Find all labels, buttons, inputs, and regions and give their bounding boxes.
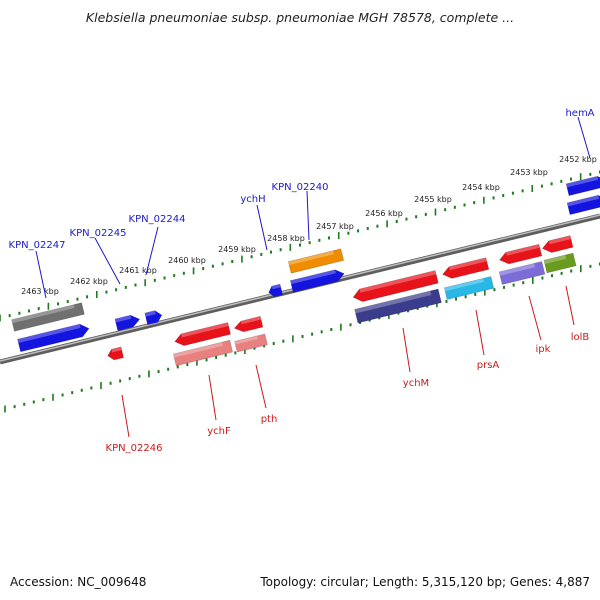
gene-arrow: [352, 270, 439, 302]
gene-arrow: [442, 257, 490, 279]
leader-line: [306, 190, 310, 241]
leader-line: [145, 226, 159, 276]
gene-label-ychf: ychF: [207, 426, 231, 437]
gene-arrow: [11, 302, 85, 332]
leader-line: [475, 309, 485, 356]
gene-label-kpn_02247: KPN_02247: [9, 240, 66, 251]
gene-label-pth: pth: [261, 414, 278, 425]
gene-arrow: [443, 276, 495, 300]
leader-line: [577, 116, 591, 159]
gene-arrow-highlight: [354, 290, 432, 314]
gene-arrow: [565, 175, 600, 196]
leader-line: [35, 250, 47, 299]
leader-line: [565, 285, 575, 326]
leader-line: [94, 237, 121, 285]
gene-arrow: [499, 243, 543, 265]
scale-label: 2463 kbp: [21, 287, 59, 296]
scale-label: 2460 kbp: [168, 256, 206, 265]
gene-arrow-highlight: [11, 304, 75, 324]
gene-arrow-highlight: [181, 322, 229, 338]
gene-arrow-highlight: [271, 284, 281, 290]
leader-line: [208, 374, 217, 421]
map-title: Klebsiella pneumoniae subsp. pneumoniae …: [85, 10, 515, 25]
scale-label: 2455 kbp: [414, 195, 452, 204]
lower-scale-ticks: [4, 262, 600, 413]
gene-arrow-highlight: [290, 269, 336, 285]
gene-arrow: [287, 248, 345, 274]
gene-arrow: [144, 310, 163, 326]
gene-arrow: [233, 315, 264, 333]
gene-arrow: [114, 314, 141, 332]
gene-arrow-highlight: [234, 335, 258, 345]
scale-labels: 2452 kbp 2453 kbp 2454 kbp 2455 kbp 2456 kbp…: [21, 155, 597, 296]
gene-arrow-highlight: [114, 315, 132, 323]
gene-label-ipk: ipk: [536, 344, 551, 355]
gene-features: [11, 175, 600, 367]
scale-label: 2462 kbp: [70, 277, 108, 286]
gene-arrow: [107, 346, 124, 361]
gene-arrow-highlight: [359, 270, 437, 293]
gene-label-kpn_02246: KPN_02246: [106, 443, 163, 454]
gene-arrow: [17, 323, 90, 353]
label-leader-lines: [35, 116, 591, 438]
accession-text: Accession: NC_009648: [10, 575, 147, 589]
gene-arrow: [543, 252, 577, 274]
gene-label-ychh: ychH: [240, 194, 265, 205]
gene-arrow-highlight: [567, 195, 600, 207]
gene-label-ychm: ychM: [403, 378, 429, 389]
gene-arrow-highlight: [444, 278, 484, 292]
gene-arrow: [173, 339, 233, 367]
gene-arrow: [354, 288, 442, 324]
gene-arrow-highlight: [543, 255, 567, 264]
genome-summary-text: Topology: circular; Length: 5,315,120 bp…: [260, 575, 590, 589]
gene-label-kpn_02245: KPN_02245: [70, 228, 127, 239]
gene-arrow: [234, 333, 268, 353]
gene-label-hema: hemA: [565, 108, 594, 119]
scale-label: 2452 kbp: [559, 155, 597, 164]
gene-label-prsa: prsA: [477, 360, 500, 371]
gene-arrow-highlight: [111, 346, 122, 353]
gene-arrow-highlight: [144, 310, 156, 317]
gene-arrow: [541, 235, 574, 253]
leader-line: [402, 327, 411, 373]
gene-arrow: [174, 322, 231, 346]
gene-arrow-highlight: [240, 316, 262, 325]
gene-arrow-highlight: [499, 263, 535, 276]
scale-label: 2456 kbp: [365, 209, 403, 218]
gene-arrow-highlight: [17, 324, 81, 343]
scale-label: 2459 kbp: [218, 245, 256, 254]
scale-label: 2458 kbp: [267, 234, 305, 243]
leader-line: [121, 394, 130, 438]
gene-arrow-highlight: [173, 342, 223, 358]
gene-arrow-highlight: [288, 250, 334, 266]
gene-arrow-highlight: [548, 235, 571, 245]
leader-line: [255, 364, 267, 409]
gene-arrow: [498, 261, 546, 285]
gene-label-lolb: lolB: [571, 332, 590, 343]
upper-scale-ticks: [0, 170, 600, 322]
scale-label: 2457 kbp: [316, 222, 354, 231]
scale-label: 2454 kbp: [462, 183, 500, 192]
gene-arrow: [289, 269, 345, 293]
gene-label-kpn_02240: KPN_02240: [272, 182, 329, 193]
leader-line: [528, 295, 542, 341]
gene-arrow-highlight: [566, 176, 599, 188]
leader-line: [256, 204, 268, 251]
gene-arrow: [268, 283, 283, 298]
gene-label-kpn_02244: KPN_02244: [129, 214, 186, 225]
scale-label: 2453 kbp: [510, 168, 548, 177]
gene-arrow-highlight: [505, 244, 540, 256]
gene-arrow: [566, 194, 600, 215]
scale-label: 2461 kbp: [119, 266, 157, 275]
gene-arrow-highlight: [449, 257, 487, 271]
